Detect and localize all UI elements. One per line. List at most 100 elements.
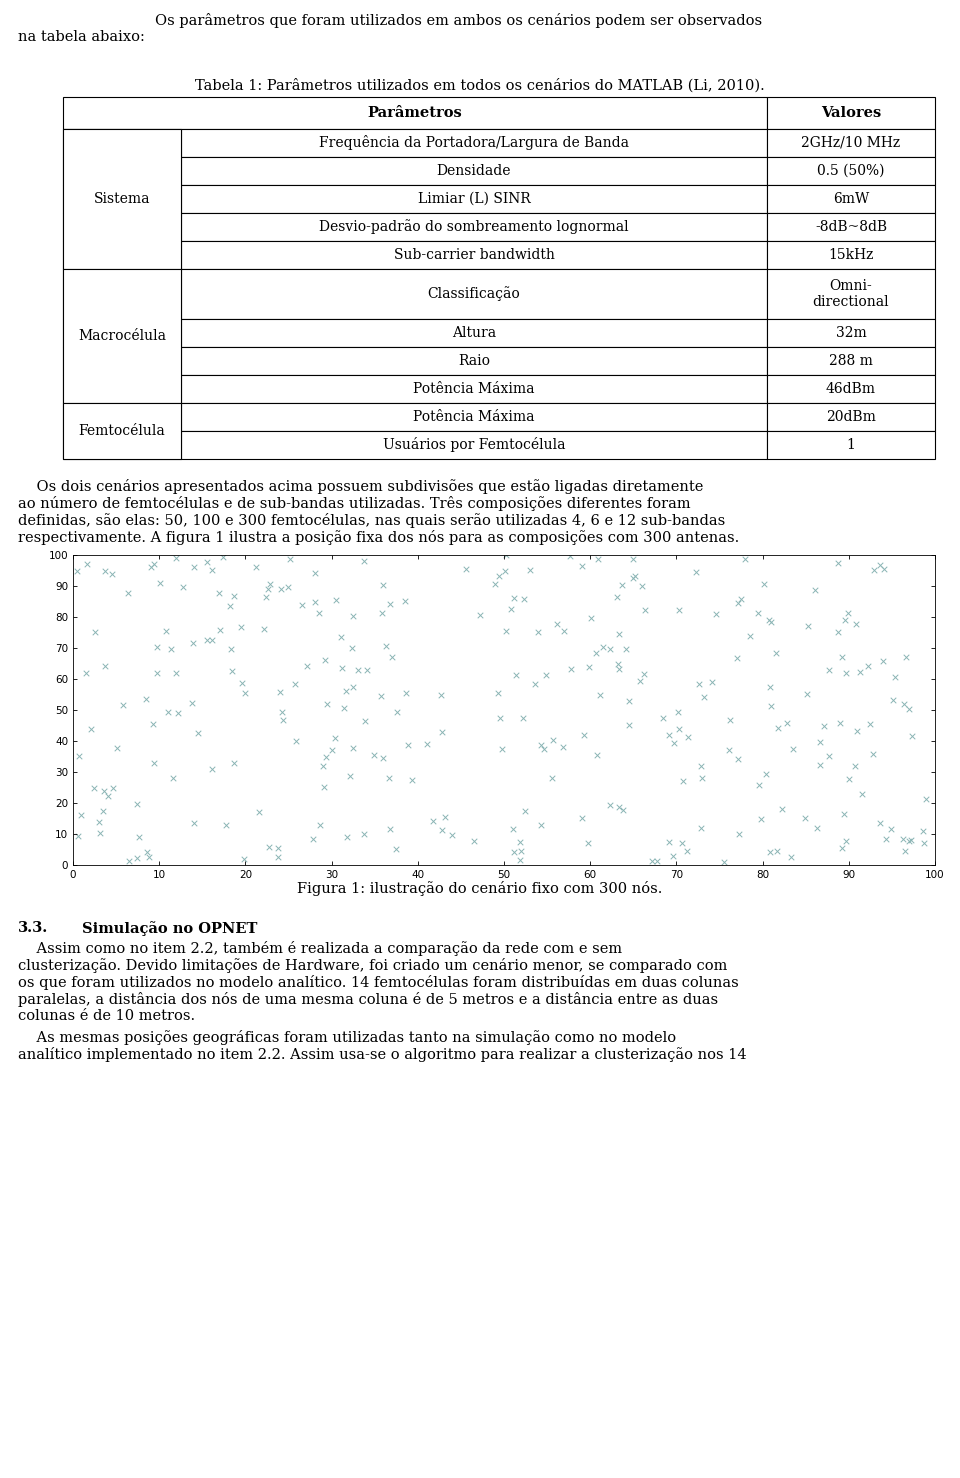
Point: [236, 847, 252, 871]
Point: [212, 618, 228, 641]
Point: [848, 754, 863, 777]
Text: Os dois cenários apresentados acima possuem subdivisões que estão ligadas direta: Os dois cenários apresentados acima poss…: [18, 479, 704, 494]
Point: [915, 819, 930, 842]
Bar: [63, 347, 181, 375]
Point: [839, 661, 854, 684]
Point: [425, 808, 441, 832]
Bar: [63, 432, 181, 460]
Point: [899, 644, 914, 668]
Bar: [181, 403, 767, 432]
Point: [317, 649, 332, 672]
Point: [504, 597, 519, 621]
Point: [507, 840, 522, 863]
Point: [95, 800, 110, 823]
Point: [676, 769, 691, 792]
Point: [613, 573, 629, 597]
Text: -8dB~8dB: -8dB~8dB: [815, 220, 887, 234]
Point: [224, 637, 239, 661]
Bar: [767, 375, 935, 403]
Point: [670, 701, 685, 724]
Bar: [63, 213, 181, 241]
Point: [282, 547, 298, 571]
Point: [490, 681, 505, 705]
Point: [80, 553, 95, 576]
Bar: [181, 432, 767, 460]
Point: [379, 634, 395, 658]
Point: [204, 757, 220, 780]
Bar: [181, 269, 767, 319]
Point: [867, 559, 882, 582]
Point: [516, 587, 531, 610]
Point: [888, 665, 903, 689]
Bar: [63, 185, 181, 213]
Point: [190, 721, 205, 745]
Point: [339, 680, 354, 704]
Point: [435, 817, 450, 841]
Point: [73, 803, 88, 826]
Bar: [767, 157, 935, 185]
Text: Classificação: Classificação: [427, 287, 520, 302]
Point: [204, 559, 220, 582]
Point: [729, 646, 744, 670]
Point: [96, 779, 111, 803]
Point: [359, 658, 374, 681]
Point: [132, 825, 147, 848]
Text: 2GHz/10 MHz: 2GHz/10 MHz: [802, 136, 900, 149]
Point: [680, 840, 695, 863]
Point: [357, 709, 372, 733]
Point: [688, 560, 704, 584]
Point: [307, 590, 323, 613]
Point: [420, 733, 435, 757]
Text: Os parâmetros que foram utilizados em ambos os cenários podem ser observados: Os parâmetros que foram utilizados em am…: [155, 13, 762, 28]
Point: [327, 726, 343, 749]
Bar: [63, 129, 181, 269]
Bar: [767, 403, 935, 432]
Point: [225, 659, 240, 683]
Bar: [181, 347, 767, 375]
Point: [768, 641, 783, 665]
Point: [186, 811, 202, 835]
Point: [106, 776, 121, 800]
Point: [671, 599, 686, 622]
Text: clusterização. Devido limitações de Hardware, foi criado um cenário menor, se co: clusterização. Devido limitações de Hard…: [18, 958, 728, 973]
Text: Potência Máxima: Potência Máxima: [413, 381, 535, 396]
Text: Raio: Raio: [458, 355, 490, 368]
Point: [305, 828, 321, 851]
Point: [771, 717, 786, 740]
Bar: [63, 157, 181, 185]
Point: [70, 823, 85, 847]
Point: [372, 684, 388, 708]
Text: Parâmetros: Parâmetros: [368, 106, 463, 120]
Point: [807, 578, 823, 602]
Point: [876, 649, 891, 672]
Text: Altura: Altura: [452, 327, 496, 340]
Point: [812, 754, 828, 777]
Point: [319, 745, 334, 769]
Point: [328, 588, 344, 612]
Point: [763, 610, 779, 634]
Point: [770, 840, 785, 863]
Point: [645, 850, 660, 873]
Point: [522, 559, 538, 582]
Point: [625, 547, 640, 571]
Point: [584, 606, 599, 630]
Point: [588, 641, 604, 665]
Point: [315, 754, 330, 777]
Point: [904, 724, 920, 748]
Text: 46dBm: 46dBm: [826, 381, 876, 396]
Bar: [767, 129, 935, 157]
Point: [288, 672, 303, 696]
Point: [158, 619, 174, 643]
Point: [665, 844, 681, 868]
Point: [896, 692, 911, 715]
Point: [544, 766, 560, 789]
Point: [149, 661, 164, 684]
Text: Sub-carrier bandwidth: Sub-carrier bandwidth: [394, 248, 555, 262]
Point: [752, 773, 767, 797]
Point: [171, 701, 186, 724]
Point: [115, 693, 131, 717]
Point: [636, 662, 652, 686]
Point: [184, 692, 200, 715]
Point: [211, 581, 227, 605]
Point: [467, 829, 482, 853]
